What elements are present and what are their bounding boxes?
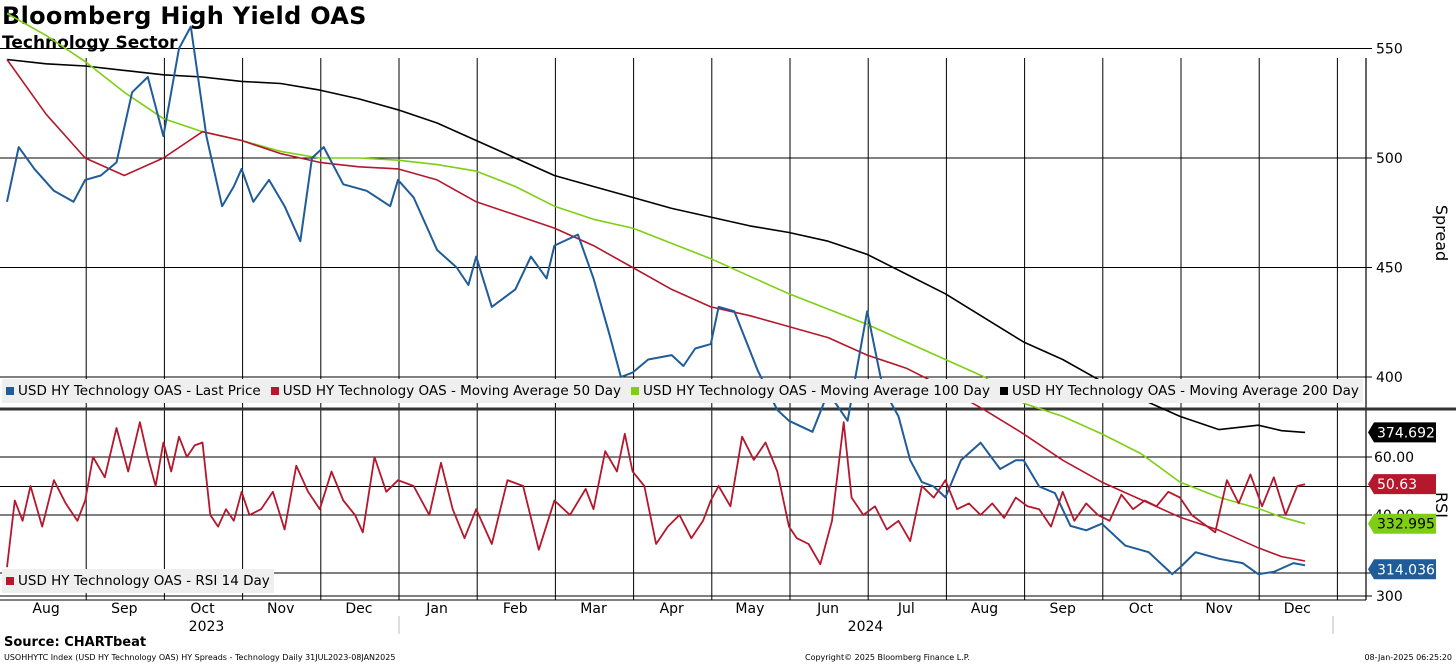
legend-item-ma100: USD HY Technology OAS - Moving Average 1…	[631, 383, 990, 399]
ma100-last-value-flag: 332.995	[1368, 513, 1436, 534]
spread-tick-label: 400	[1376, 370, 1403, 386]
legend-label-ma50: USD HY Technology OAS - Moving Average 5…	[282, 383, 622, 399]
legend-item-ma50: USD HY Technology OAS - Moving Average 5…	[270, 383, 622, 399]
footer-timestamp: 08-Jan-2025 06:25:20	[1364, 653, 1452, 662]
month-label: Mar	[580, 601, 607, 617]
month-label: May	[735, 601, 764, 617]
ma100-line	[6, 12, 1306, 525]
rsi-legend: USD HY Technology OAS - RSI 14 Day	[2, 569, 274, 593]
last-price-value-flag-bg	[1368, 559, 1436, 580]
right-axis: 30035040045050055020.0040.0060.00SpreadR…	[1366, 42, 1451, 605]
ma200-last-value-flag-text: 374.692	[1377, 425, 1435, 441]
month-label: Nov	[1205, 601, 1232, 617]
legend-swatch-ma100	[631, 387, 640, 395]
ma50-line	[6, 59, 1306, 562]
month-label: Nov	[267, 601, 294, 617]
legend-item-rsi: USD HY Technology OAS - RSI 14 Day	[6, 573, 270, 589]
month-label: Jun	[816, 601, 839, 617]
ma100-last-value-flag-text: 332.995	[1377, 517, 1435, 533]
legend-swatch-rsi	[6, 577, 14, 585]
month-label: Jan	[425, 601, 448, 617]
spread-series	[6, 12, 1306, 576]
legend-label-ma100: USD HY Technology OAS - Moving Average 1…	[643, 383, 990, 399]
ma200-last-value-flag: 374.692	[1368, 422, 1436, 443]
month-label: Apr	[660, 601, 684, 617]
rsi-last-value-flag: 50.63	[1368, 474, 1436, 495]
panel-frames	[0, 58, 1456, 601]
rsi-line	[6, 421, 1306, 568]
year-label: 2024	[848, 619, 884, 635]
month-label: Jul	[897, 601, 915, 617]
legend-swatch-ma50	[270, 387, 279, 395]
ma200-line	[6, 58, 1306, 434]
month-label: Feb	[503, 601, 528, 617]
legend-label-last-price: USD HY Technology OAS - Last Price	[18, 383, 261, 399]
month-label: Dec	[1284, 601, 1311, 617]
rsi-series	[6, 421, 1306, 568]
last-price-value-flag: 314.036	[1368, 559, 1436, 580]
rsi-axis-title: RSI	[1432, 492, 1451, 518]
month-label: Dec	[345, 601, 372, 617]
month-label: Sep	[111, 601, 138, 617]
legend-item-last-price: USD HY Technology OAS - Last Price	[6, 383, 261, 399]
last-price-line	[6, 25, 1306, 576]
ma100-last-value-flag-bg	[1368, 513, 1436, 534]
month-label: Oct	[190, 601, 215, 617]
month-label: Aug	[32, 601, 59, 617]
spread-tick-label: 300	[1376, 589, 1403, 605]
spread-tick-label: 450	[1376, 261, 1403, 277]
last-price-value-flag-text: 314.036	[1377, 562, 1435, 578]
spread-tick-label: 500	[1376, 151, 1403, 167]
source-note: Source: CHARTbeat	[4, 635, 147, 650]
legend-item-ma200: USD HY Technology OAS - Moving Average 2…	[999, 383, 1359, 399]
footer-copyright: Copyright© 2025 Bloomberg Finance L.P.	[805, 653, 970, 662]
chart-title: Bloomberg High Yield OAS	[2, 2, 367, 30]
rsi-last-value-flag-bg	[1368, 474, 1436, 495]
gridlines	[0, 48, 1366, 600]
spread-legend: USD HY Technology OAS - Last Price USD H…	[2, 379, 1363, 403]
rsi-tick-label: 60.00	[1374, 450, 1414, 466]
legend-swatch-ma200	[999, 387, 1008, 395]
legend-swatch-last-price	[6, 387, 14, 395]
ma200-last-value-flag-bg	[1368, 422, 1436, 443]
month-label: Oct	[1129, 601, 1154, 617]
rsi-last-value-flag-text: 50.63	[1377, 477, 1417, 493]
legend-label-rsi: USD HY Technology OAS - RSI 14 Day	[18, 573, 270, 589]
x-axis: Aug Sep Oct Nov Dec Jan Feb Mar Apr May Jun Jul Aug S…	[32, 601, 1334, 635]
month-label: Sep	[1050, 601, 1077, 617]
month-label: Aug	[971, 601, 998, 617]
year-label: 2023	[189, 619, 225, 635]
footer-index-description: USOHHYTC Index (USD HY Technology OAS) H…	[4, 653, 396, 662]
legend-label-ma200: USD HY Technology OAS - Moving Average 2…	[1011, 383, 1359, 399]
spread-axis-title: Spread	[1432, 205, 1451, 261]
spread-tick-label: 550	[1376, 42, 1403, 58]
